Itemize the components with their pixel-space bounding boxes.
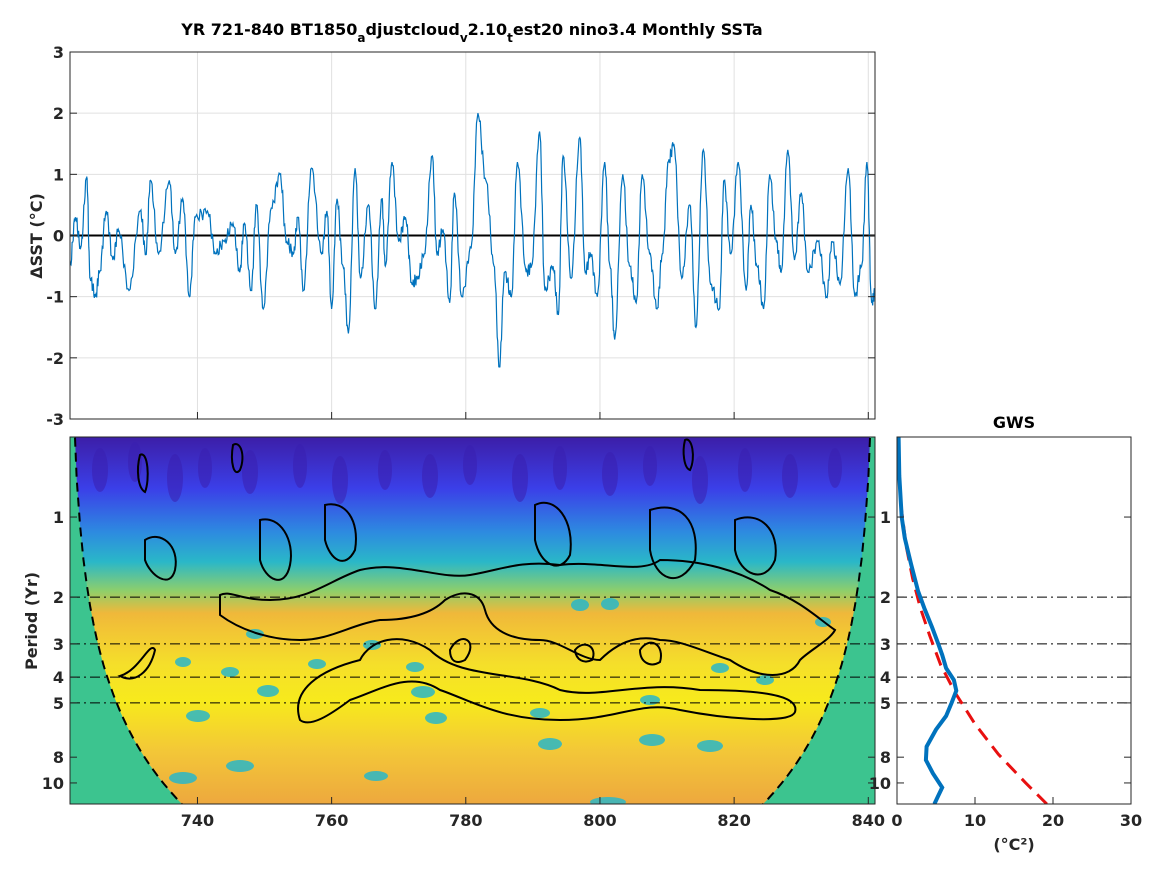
gws-y-tick-label: 3 [880, 635, 891, 654]
timeseries-y-tick-label: -2 [46, 349, 64, 368]
gws-y-tick-label: 5 [880, 694, 891, 713]
gws-axes-frame [896, 436, 1132, 805]
gws-reference-lines [897, 596, 1131, 704]
wavelet-reference-lines [70, 596, 875, 704]
gws-y-tick-label: 4 [880, 668, 891, 687]
gws-spectrum-line [897, 437, 959, 804]
timeseries-ylabel: ΔSST (°C) [27, 193, 46, 279]
timeseries-y-tick-label: 2 [53, 104, 64, 123]
coi-shading [70, 437, 875, 804]
wavelet-power-field [70, 437, 875, 804]
wavelet-panel: 740 760 780 800 820 840 1 2 3 4 5 8 10 Period (Yr) [22, 436, 885, 830]
wavelet-y-tick-label: 2 [53, 588, 64, 607]
wavelet-low-power-blobs [92, 442, 842, 504]
gws-x-tick-label: 20 [1042, 811, 1064, 830]
gws-title: GWS [993, 413, 1035, 432]
wavelet-ylabel: Period (Yr) [22, 572, 41, 670]
wavelet-x-tick-label: 740 [181, 811, 214, 830]
wavelet-y-tick-label: 3 [53, 635, 64, 654]
gws-x-ticks: 0 10 20 30 [891, 797, 1142, 830]
wavelet-y-tick-label: 8 [53, 748, 64, 767]
significance-contours [117, 438, 837, 724]
wavelet-y-tick-label: 10 [42, 774, 64, 793]
wavelet-x-tick-label: 760 [315, 811, 348, 830]
gws-y-tick-label: 8 [880, 748, 891, 767]
wavelet-x-tick-label: 800 [583, 811, 616, 830]
timeseries-y-tick-label: -3 [46, 410, 64, 429]
wavelet-y-tick-label: 5 [53, 694, 64, 713]
wavelet-y-tick-label: 1 [53, 508, 64, 527]
timeseries-panel: -3 -2 -1 0 1 2 3 ΔSST (°C) [27, 43, 876, 429]
wavelet-x-tick-label: 780 [449, 811, 482, 830]
wavelet-x-tick-label: 820 [717, 811, 750, 830]
timeseries-y-tick-label: 3 [53, 43, 64, 62]
sst-anomaly-line [70, 113, 875, 368]
gws-y-tick-label: 2 [880, 588, 891, 607]
gws-x-tick-label: 10 [964, 811, 986, 830]
gws-x-tick-label: 30 [1120, 811, 1142, 830]
gws-y-tick-label: 10 [869, 774, 891, 793]
wavelet-minima-spots [169, 598, 831, 804]
timeseries-y-ticks: -3 -2 -1 0 1 2 3 [46, 43, 875, 429]
wavelet-axes-frame [69, 436, 876, 805]
gws-y-ticks: 1 2 3 4 5 8 10 [869, 508, 1131, 793]
timeseries-y-tick-label: 0 [53, 227, 64, 246]
timeseries-y-tick-label: 1 [53, 165, 64, 184]
wavelet-x-ticks: 740 760 780 800 820 840 [181, 797, 885, 830]
wavelet-y-ticks: 1 2 3 4 5 8 10 [42, 508, 875, 793]
gws-x-tick-label: 0 [891, 811, 902, 830]
wavelet-x-tick-label: 840 [852, 811, 885, 830]
gws-xlabel: (°C²) [993, 835, 1034, 854]
chart-title: YR 721-840 BT1850adjustcloudv2.10test20 … [180, 20, 762, 45]
gws-y-tick-label: 1 [880, 508, 891, 527]
gws-axes-bg [897, 437, 1131, 804]
wavelet-y-tick-label: 4 [53, 668, 64, 687]
timeseries-y-tick-label: -1 [46, 288, 64, 307]
